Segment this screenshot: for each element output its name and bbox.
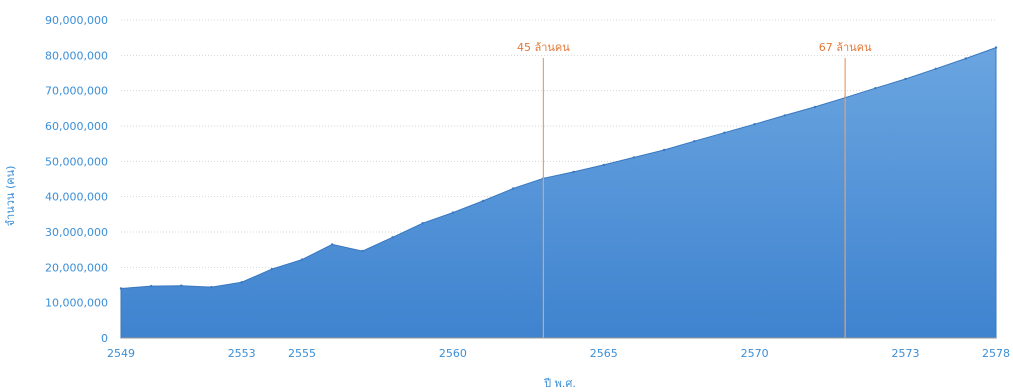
data-point xyxy=(813,105,817,109)
data-point xyxy=(481,199,485,203)
data-point xyxy=(572,170,575,174)
y-axis: 0 10,000,000 20,000,000 30,000,000 40,000,00… xyxy=(45,14,108,345)
y-tick-label: 60,000,000 xyxy=(45,120,108,133)
x-tick-label: 2565 xyxy=(590,347,618,360)
data-area xyxy=(119,46,998,339)
data-point xyxy=(240,281,243,284)
x-axis-title: ปี พ.ศ. xyxy=(543,377,576,390)
x-tick-label: 2553 xyxy=(228,347,256,360)
area-series xyxy=(120,46,997,339)
data-point xyxy=(693,140,696,143)
x-tick-label: 2555 xyxy=(288,347,316,360)
data-point xyxy=(632,156,636,159)
annotation-label: 45 ล้านคน xyxy=(517,41,570,54)
data-point xyxy=(150,284,153,288)
data-point xyxy=(934,67,937,71)
y-tick-label: 70,000,000 xyxy=(45,85,108,98)
data-point xyxy=(602,163,605,167)
data-point xyxy=(753,123,756,126)
x-axis: 2549 2553 2555 2560 2565 2570 2573 2578 xyxy=(107,337,1010,360)
y-tick-label: 80,000,000 xyxy=(45,49,108,62)
y-axis-title: จำนวน (คน) xyxy=(4,166,17,227)
annotations: 45 ล้านคน 67 ล้านคน xyxy=(517,41,872,338)
data-point xyxy=(119,287,123,290)
x-tick-label: 2549 xyxy=(107,347,135,360)
data-point xyxy=(300,258,304,261)
data-point xyxy=(874,87,877,90)
y-tick-label: 10,000,000 xyxy=(45,297,108,310)
data-point xyxy=(180,284,183,287)
data-point xyxy=(391,236,394,239)
data-point xyxy=(210,285,213,289)
data-point xyxy=(361,249,364,253)
data-point xyxy=(512,187,515,190)
data-point xyxy=(421,222,424,225)
x-tick-label: 2570 xyxy=(741,347,769,360)
data-point xyxy=(904,77,907,81)
annotation-label: 67 ล้านคน xyxy=(819,41,872,54)
x-tick-label: 2573 xyxy=(891,347,919,360)
data-point xyxy=(994,46,998,49)
data-point xyxy=(451,211,455,214)
y-tick-label: 20,000,000 xyxy=(45,261,108,274)
y-tick-label: 40,000,000 xyxy=(45,191,108,204)
data-point xyxy=(723,131,726,134)
data-point xyxy=(783,114,786,117)
y-tick-label: 90,000,000 xyxy=(45,14,108,27)
y-tick-label: 50,000,000 xyxy=(45,155,108,168)
y-tick-label: 0 xyxy=(101,332,108,345)
data-point xyxy=(662,148,666,152)
data-point xyxy=(331,243,334,246)
data-point xyxy=(964,57,967,60)
x-tick-label: 2560 xyxy=(439,347,467,360)
data-point xyxy=(270,267,274,271)
y-tick-label: 30,000,000 xyxy=(45,226,108,239)
x-tick-label: 2578 xyxy=(982,347,1010,360)
